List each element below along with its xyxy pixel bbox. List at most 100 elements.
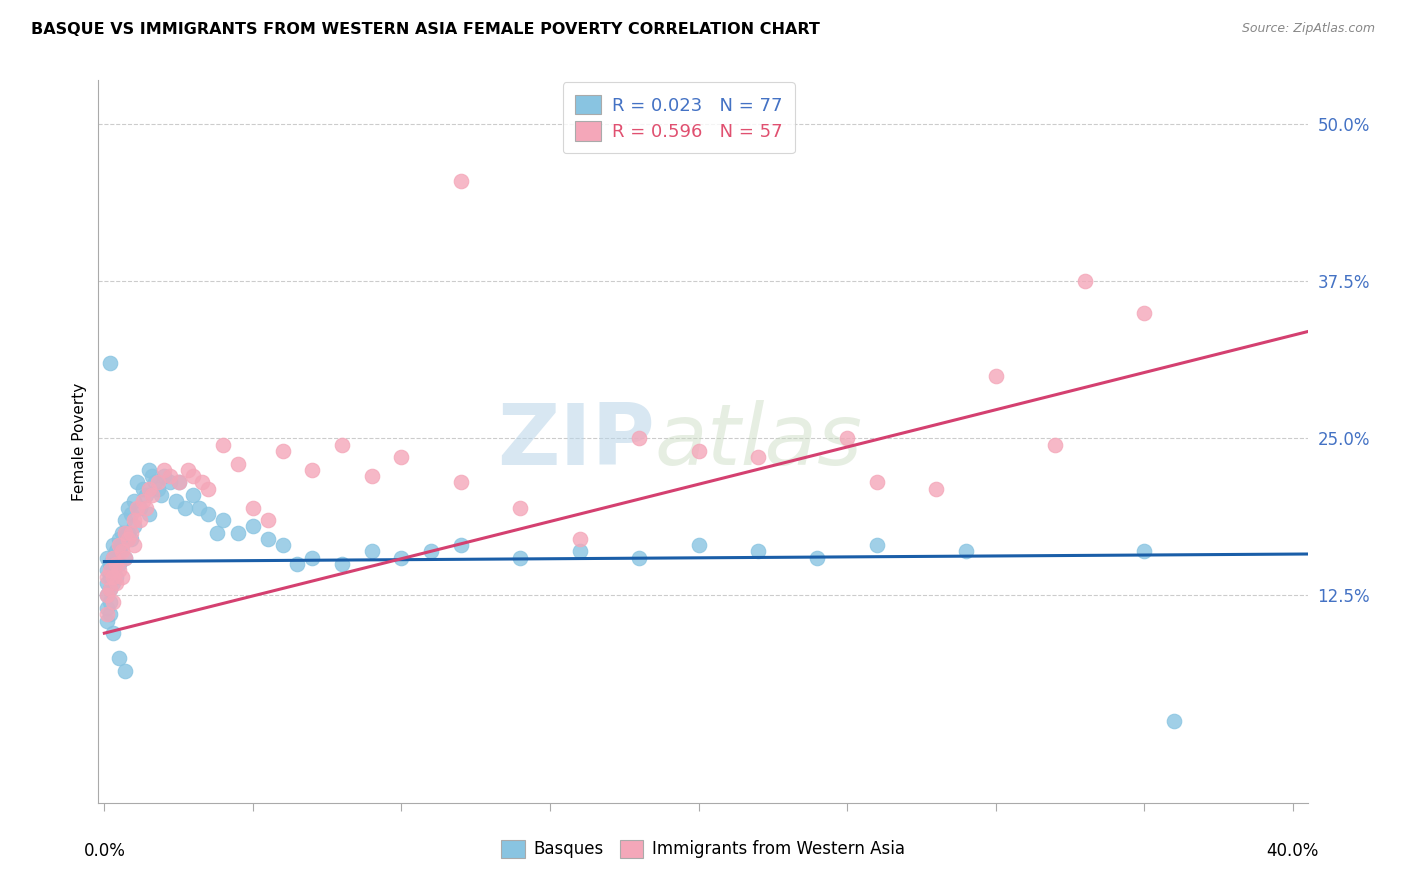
Point xyxy=(955,544,977,558)
Point xyxy=(301,550,323,565)
Point xyxy=(114,525,136,540)
Point xyxy=(135,500,157,515)
Point xyxy=(197,482,219,496)
Point xyxy=(138,482,160,496)
Point xyxy=(568,544,591,558)
Point xyxy=(146,482,169,496)
Point xyxy=(117,532,139,546)
Point xyxy=(152,469,174,483)
Point xyxy=(509,550,531,565)
Point xyxy=(105,557,128,571)
Point xyxy=(114,550,136,565)
Point xyxy=(747,450,769,465)
Text: BASQUE VS IMMIGRANTS FROM WESTERN ASIA FEMALE POVERTY CORRELATION CHART: BASQUE VS IMMIGRANTS FROM WESTERN ASIA F… xyxy=(31,22,820,37)
Point xyxy=(256,532,278,546)
Point xyxy=(96,575,118,590)
Point xyxy=(122,513,145,527)
Point xyxy=(984,368,1007,383)
Point xyxy=(122,538,145,552)
Point xyxy=(96,569,118,583)
Point xyxy=(96,607,118,622)
Point xyxy=(165,494,187,508)
Text: 40.0%: 40.0% xyxy=(1267,842,1319,860)
Point xyxy=(197,507,219,521)
Point xyxy=(360,544,382,558)
Point xyxy=(98,582,121,597)
Point xyxy=(173,500,195,515)
Point xyxy=(183,488,205,502)
Point xyxy=(103,595,125,609)
Point xyxy=(176,463,198,477)
Point xyxy=(688,444,710,458)
Point xyxy=(122,494,145,508)
Point xyxy=(568,532,591,546)
Point xyxy=(141,469,163,483)
Point xyxy=(287,557,309,571)
Point xyxy=(98,557,121,571)
Point xyxy=(114,550,136,565)
Point xyxy=(111,525,134,540)
Point xyxy=(108,557,131,571)
Point xyxy=(747,544,769,558)
Point xyxy=(159,475,181,490)
Point xyxy=(167,475,190,490)
Point xyxy=(98,582,121,597)
Point xyxy=(450,475,472,490)
Point xyxy=(96,601,118,615)
Point xyxy=(360,469,382,483)
Point xyxy=(212,513,235,527)
Point xyxy=(1133,306,1156,320)
Point xyxy=(103,550,125,565)
Point xyxy=(111,569,134,583)
Point xyxy=(98,595,121,609)
Point xyxy=(509,500,531,515)
Point xyxy=(191,475,214,490)
Point xyxy=(108,651,131,665)
Point xyxy=(1163,714,1185,728)
Point xyxy=(108,563,131,577)
Point xyxy=(114,525,136,540)
Point xyxy=(114,513,136,527)
Point xyxy=(103,563,125,577)
Point xyxy=(207,525,229,540)
Point xyxy=(117,500,139,515)
Point xyxy=(96,550,118,565)
Text: atlas: atlas xyxy=(655,400,863,483)
Text: 0.0%: 0.0% xyxy=(83,842,125,860)
Point xyxy=(330,438,353,452)
Point xyxy=(628,431,651,445)
Point xyxy=(212,438,235,452)
Point xyxy=(450,174,472,188)
Point xyxy=(98,563,121,577)
Point xyxy=(96,563,118,577)
Point xyxy=(152,463,174,477)
Point xyxy=(1133,544,1156,558)
Point xyxy=(108,544,131,558)
Point xyxy=(98,569,121,583)
Point xyxy=(146,475,169,490)
Point xyxy=(96,589,118,603)
Point xyxy=(135,488,157,502)
Point xyxy=(103,538,125,552)
Point xyxy=(120,507,142,521)
Point xyxy=(132,494,155,508)
Point xyxy=(129,500,152,515)
Point xyxy=(98,607,121,622)
Point xyxy=(120,525,142,540)
Point xyxy=(111,538,134,552)
Point xyxy=(129,513,152,527)
Point xyxy=(450,538,472,552)
Point xyxy=(108,538,131,552)
Point xyxy=(103,569,125,583)
Point xyxy=(183,469,205,483)
Point xyxy=(242,519,264,533)
Point xyxy=(226,525,249,540)
Text: Source: ZipAtlas.com: Source: ZipAtlas.com xyxy=(1241,22,1375,36)
Text: ZIP: ZIP xyxy=(496,400,655,483)
Point xyxy=(1043,438,1066,452)
Point xyxy=(98,356,121,370)
Point xyxy=(114,664,136,678)
Point xyxy=(103,626,125,640)
Point xyxy=(866,475,889,490)
Point xyxy=(226,457,249,471)
